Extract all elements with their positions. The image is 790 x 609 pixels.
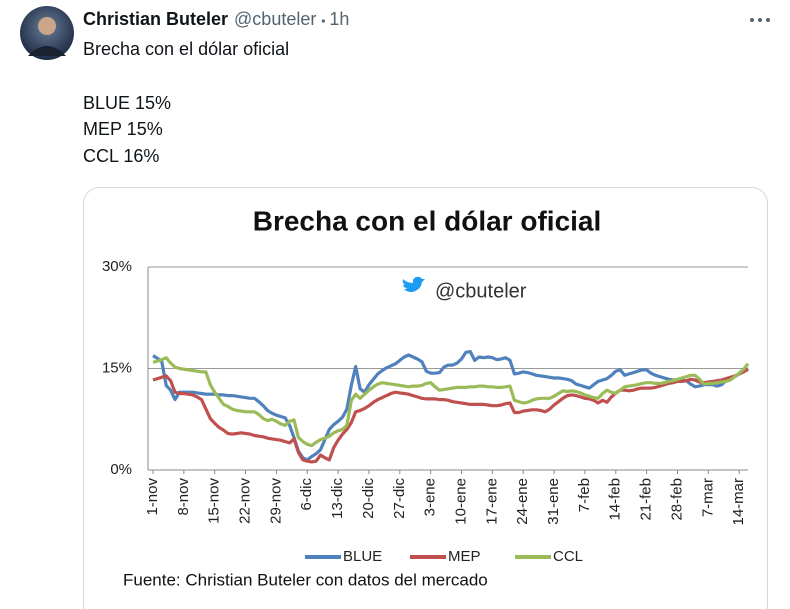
media-card[interactable]: Brecha con el dólar oficial @cbuteler Fu…	[83, 187, 768, 609]
separator	[321, 19, 325, 23]
bird-icon	[402, 276, 425, 292]
x-tick-label: 21-feb	[638, 478, 655, 521]
x-tick-label: 17-ene	[483, 478, 500, 525]
x-tick-label: 6-dic	[298, 478, 315, 511]
legend-label: MEP	[448, 548, 481, 565]
x-tick-label: 7-feb	[576, 478, 593, 512]
tweet-text: BLUE 15%	[83, 93, 171, 113]
legend-label: BLUE	[343, 548, 382, 565]
chart-title: Brecha con el dólar oficial	[253, 205, 602, 236]
x-tick-label: 28-feb	[668, 478, 685, 521]
tweet-text: Brecha con el dólar oficial	[83, 39, 289, 59]
avatar-face	[38, 17, 56, 35]
timestamp[interactable]: 1h	[329, 9, 349, 29]
series-line	[152, 350, 749, 462]
x-tick-label: 15-nov	[206, 478, 223, 524]
x-tick-label: 3-ene	[422, 478, 439, 516]
chart: Brecha con el dólar oficial @cbuteler Fu…	[102, 205, 750, 589]
legend-label: CCL	[553, 548, 583, 565]
annotation: @cbuteler	[435, 280, 527, 302]
x-tick-label: 14-mar	[730, 478, 747, 526]
x-tick-label: 29-nov	[267, 478, 284, 524]
tweet-text: MEP 15%	[83, 119, 163, 139]
x-tick-label: 7-mar	[699, 478, 716, 517]
x-tick-label: 8-nov	[175, 478, 192, 516]
x-tick-label: 31-ene	[545, 478, 562, 525]
source-note: Fuente: Christian Buteler con datos del …	[123, 570, 488, 589]
x-tick-label: 10-ene	[452, 478, 469, 525]
x-tick-label: 27-dic	[391, 478, 408, 519]
series-line	[152, 367, 749, 464]
y-tick-label: 30%	[102, 258, 132, 275]
x-tick-label: 13-dic	[329, 478, 346, 519]
author-handle[interactable]: @cbuteler	[234, 9, 316, 29]
x-tick-label: 14-feb	[607, 478, 624, 521]
author-name[interactable]: Christian Buteler	[83, 9, 228, 29]
tweet-text: CCL 16%	[83, 146, 159, 166]
y-tick-label: 15%	[102, 359, 132, 376]
x-tick-label: 24-ene	[514, 478, 531, 525]
x-tick-label: 1-nov	[144, 478, 161, 516]
y-tick-label: 0%	[110, 461, 132, 478]
x-tick-label: 20-dic	[360, 478, 377, 519]
media-border	[83, 187, 768, 609]
series-line	[152, 356, 750, 448]
avatar-suit	[28, 46, 66, 56]
x-tick-label: 22-nov	[237, 478, 254, 524]
more-menu[interactable]	[750, 18, 770, 22]
